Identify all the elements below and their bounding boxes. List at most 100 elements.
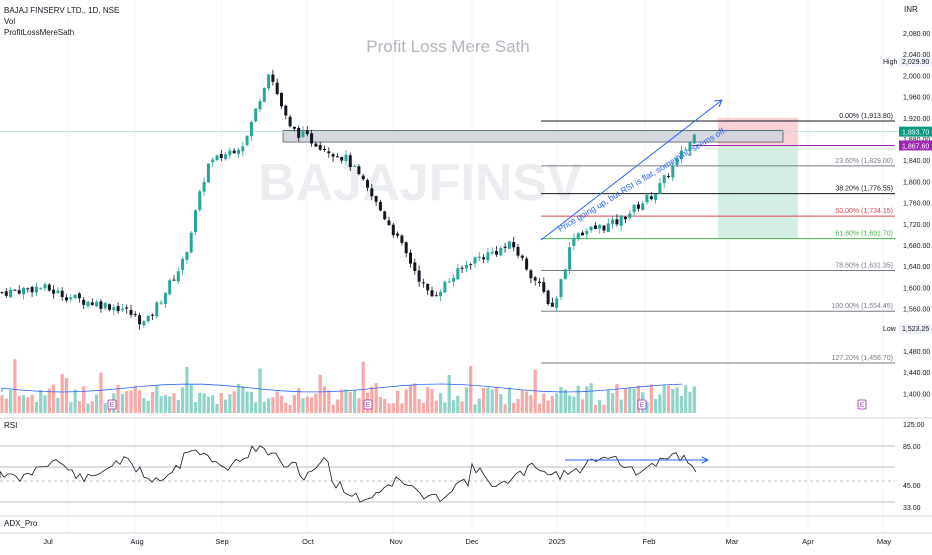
rsi-arrow-head bbox=[701, 456, 709, 464]
volume-bar bbox=[279, 395, 284, 413]
volume-bar bbox=[138, 390, 142, 413]
candle-body bbox=[589, 226, 593, 231]
volume-bar bbox=[494, 386, 499, 413]
candle-body bbox=[73, 294, 77, 299]
price-tick: 1,760.00 bbox=[903, 201, 930, 208]
symbol-legend[interactable]: BAJAJ FINSERV LTD., 1D, NSE bbox=[4, 6, 120, 15]
target-price-tag bbox=[899, 140, 932, 151]
volume-bar bbox=[245, 391, 249, 413]
volume-bar bbox=[232, 391, 236, 413]
author-legend[interactable]: ProfitLossMereSath bbox=[4, 28, 75, 37]
candle-body bbox=[439, 291, 443, 297]
candle-body bbox=[52, 289, 56, 294]
volume-bar bbox=[335, 399, 339, 413]
candle-body bbox=[542, 282, 546, 292]
grid-lines bbox=[67, 0, 884, 533]
candle-body bbox=[602, 225, 606, 231]
volume-bar bbox=[301, 398, 305, 413]
volume-bar bbox=[537, 403, 542, 413]
candle-body bbox=[129, 309, 133, 315]
low-tag bbox=[899, 324, 932, 334]
candle-body bbox=[482, 257, 486, 260]
candle-body bbox=[271, 74, 275, 82]
volume-bar bbox=[404, 389, 408, 413]
volume-bar bbox=[679, 396, 683, 413]
watermark-title: Profit Loss Mere Sath bbox=[366, 37, 529, 56]
time-tick: Sep bbox=[215, 537, 228, 546]
volume-bar bbox=[146, 400, 150, 413]
volume-bar bbox=[168, 396, 172, 413]
volume-bar bbox=[224, 399, 228, 413]
candle-body bbox=[280, 92, 283, 107]
candles bbox=[0, 69, 696, 330]
candle-body bbox=[181, 258, 185, 270]
volume-bar bbox=[447, 374, 451, 413]
candle-body bbox=[370, 188, 374, 197]
candle-body bbox=[679, 150, 683, 160]
candle-body bbox=[0, 292, 4, 294]
candle-body bbox=[327, 151, 331, 154]
volume-bar bbox=[357, 398, 361, 413]
volume-bar bbox=[189, 384, 193, 413]
candle-body bbox=[636, 204, 640, 209]
vol-legend[interactable]: Vol bbox=[4, 17, 16, 26]
candle-body bbox=[82, 299, 86, 305]
candle-body bbox=[619, 215, 623, 226]
candle-body bbox=[344, 154, 348, 162]
candle-body bbox=[168, 280, 172, 295]
candle-body bbox=[611, 219, 615, 224]
volume-bar bbox=[215, 403, 219, 413]
candle-body bbox=[198, 191, 202, 211]
volume-bar bbox=[4, 398, 8, 413]
price-tick: 2,000.00 bbox=[903, 73, 930, 80]
earnings-badge bbox=[107, 399, 117, 410]
volume-bar bbox=[671, 388, 675, 413]
volume-bar bbox=[86, 403, 90, 413]
volume-bar bbox=[434, 400, 438, 413]
candle-body bbox=[628, 213, 632, 218]
candle-body bbox=[138, 315, 142, 325]
volume-bar bbox=[275, 391, 279, 413]
volume-bar bbox=[185, 367, 189, 413]
candle-body bbox=[374, 195, 378, 202]
candle-body bbox=[331, 154, 335, 157]
candle-body bbox=[17, 290, 21, 294]
candle-body bbox=[550, 302, 554, 307]
volume-bar bbox=[241, 386, 245, 413]
candle-body bbox=[185, 252, 189, 260]
candle-body bbox=[120, 308, 124, 310]
volume-bar bbox=[21, 395, 26, 413]
high-label: High bbox=[883, 59, 898, 66]
low-value: 1,523.25 bbox=[902, 326, 929, 333]
candle-body bbox=[99, 301, 103, 309]
volume-bar bbox=[39, 390, 43, 413]
candle-body bbox=[301, 131, 305, 137]
candle-body bbox=[43, 284, 47, 289]
volume-bar bbox=[460, 401, 464, 413]
volume-bar bbox=[550, 395, 554, 413]
fib-label: 23.60% (1,829.00) bbox=[835, 158, 893, 165]
volume-bar bbox=[327, 390, 331, 413]
time-tick: May bbox=[877, 537, 891, 546]
volume-bar bbox=[692, 386, 696, 413]
candle-body bbox=[675, 158, 679, 165]
candle-body bbox=[499, 248, 503, 256]
candle-body bbox=[284, 105, 288, 116]
volume-bar bbox=[482, 388, 486, 413]
candle-body bbox=[335, 156, 339, 158]
volume-bar bbox=[443, 402, 447, 413]
earnings-letter: E bbox=[860, 402, 865, 409]
volume-bar bbox=[512, 402, 516, 413]
volume-bar bbox=[361, 361, 365, 413]
candle-body bbox=[202, 181, 206, 192]
volume-bar bbox=[172, 393, 176, 413]
volume-bar bbox=[589, 383, 593, 413]
volume-bar bbox=[99, 372, 103, 413]
volume-bar bbox=[344, 389, 348, 413]
candle-body bbox=[34, 286, 38, 293]
volume-bar bbox=[193, 402, 198, 413]
volume-bar bbox=[73, 389, 77, 413]
candle-body bbox=[654, 194, 658, 201]
candle-body bbox=[340, 156, 344, 161]
